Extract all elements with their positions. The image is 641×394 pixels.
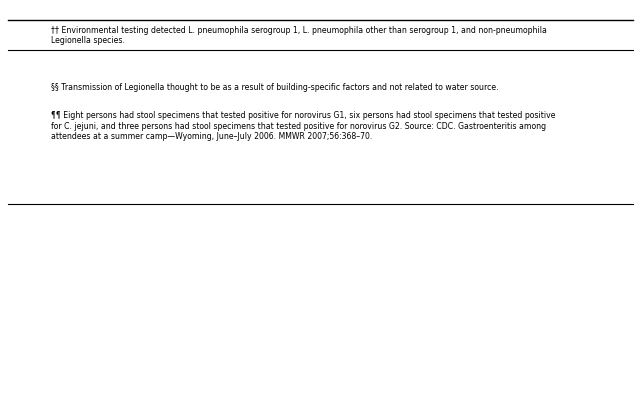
Text: ¶¶ Eight persons had stool specimens that tested positive for norovirus G1, six : ¶¶ Eight persons had stool specimens tha…: [51, 111, 556, 141]
Text: †† Environmental testing detected L. pneumophila serogroup 1, L. pneumophila oth: †† Environmental testing detected L. pne…: [51, 26, 547, 45]
Text: §§ Transmission of Legionella thought to be as a result of building-specific fac: §§ Transmission of Legionella thought to…: [51, 83, 499, 92]
